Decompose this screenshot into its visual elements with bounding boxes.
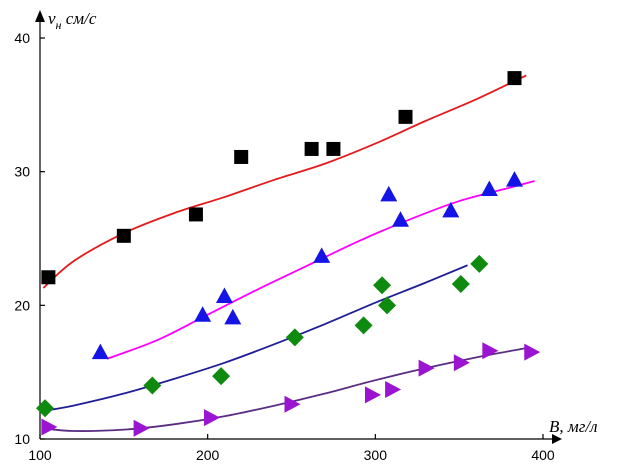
data-point-series-1	[117, 229, 131, 243]
x-axis-title: B, мг/л	[549, 417, 598, 436]
data-point-series-2	[506, 171, 523, 187]
y-tick-label: 20	[14, 297, 30, 313]
data-point-series-1	[305, 142, 319, 156]
y-axis-title: vн см/с	[48, 9, 97, 32]
y-tick-label: 30	[14, 164, 30, 180]
fit-line-4	[43, 348, 526, 431]
data-point-series-4	[41, 418, 57, 435]
x-tick-label: 300	[364, 447, 388, 463]
data-point-series-2	[380, 186, 397, 202]
fit-line-2	[107, 181, 535, 359]
data-point-series-4	[285, 396, 301, 413]
data-point-series-4	[385, 381, 401, 398]
data-point-series-4	[524, 344, 540, 361]
data-point-series-4	[134, 420, 150, 437]
data-point-series-4	[419, 360, 435, 377]
data-point-series-4	[365, 386, 381, 403]
fit-line-3	[43, 265, 467, 411]
data-point-series-1	[189, 207, 203, 221]
axes	[35, 10, 562, 444]
fit-lines	[43, 75, 534, 431]
data-markers	[36, 71, 540, 437]
y-tick-label: 10	[14, 431, 30, 447]
data-point-series-3	[373, 276, 391, 294]
data-point-series-1	[41, 270, 55, 284]
data-point-series-2	[392, 211, 409, 227]
data-point-series-4	[454, 354, 470, 371]
data-point-series-3	[36, 399, 54, 417]
x-tick-label: 200	[196, 447, 220, 463]
data-point-series-3	[286, 328, 304, 346]
data-point-series-4	[482, 342, 498, 359]
data-point-series-3	[378, 296, 396, 314]
data-point-series-2	[442, 202, 459, 218]
data-point-series-4	[204, 409, 220, 426]
data-point-series-3	[452, 275, 470, 293]
data-point-series-3	[212, 367, 230, 385]
data-point-series-2	[92, 344, 109, 360]
data-point-series-3	[143, 377, 161, 395]
data-point-series-2	[216, 287, 233, 303]
y-axis-title-rest: см/с	[62, 9, 97, 28]
data-point-series-3	[470, 255, 488, 273]
fit-line-1	[43, 75, 526, 288]
data-point-series-1	[399, 110, 413, 124]
data-point-series-1	[507, 71, 521, 85]
data-point-series-1	[326, 142, 340, 156]
y-axis-arrow	[35, 10, 45, 22]
y-tick-label: 40	[14, 30, 30, 46]
x-tick-label: 100	[28, 447, 52, 463]
data-point-series-2	[481, 181, 498, 197]
data-point-series-3	[355, 316, 373, 334]
x-tick-label: 400	[531, 447, 555, 463]
data-point-series-2	[224, 309, 241, 325]
data-point-series-1	[234, 150, 248, 164]
